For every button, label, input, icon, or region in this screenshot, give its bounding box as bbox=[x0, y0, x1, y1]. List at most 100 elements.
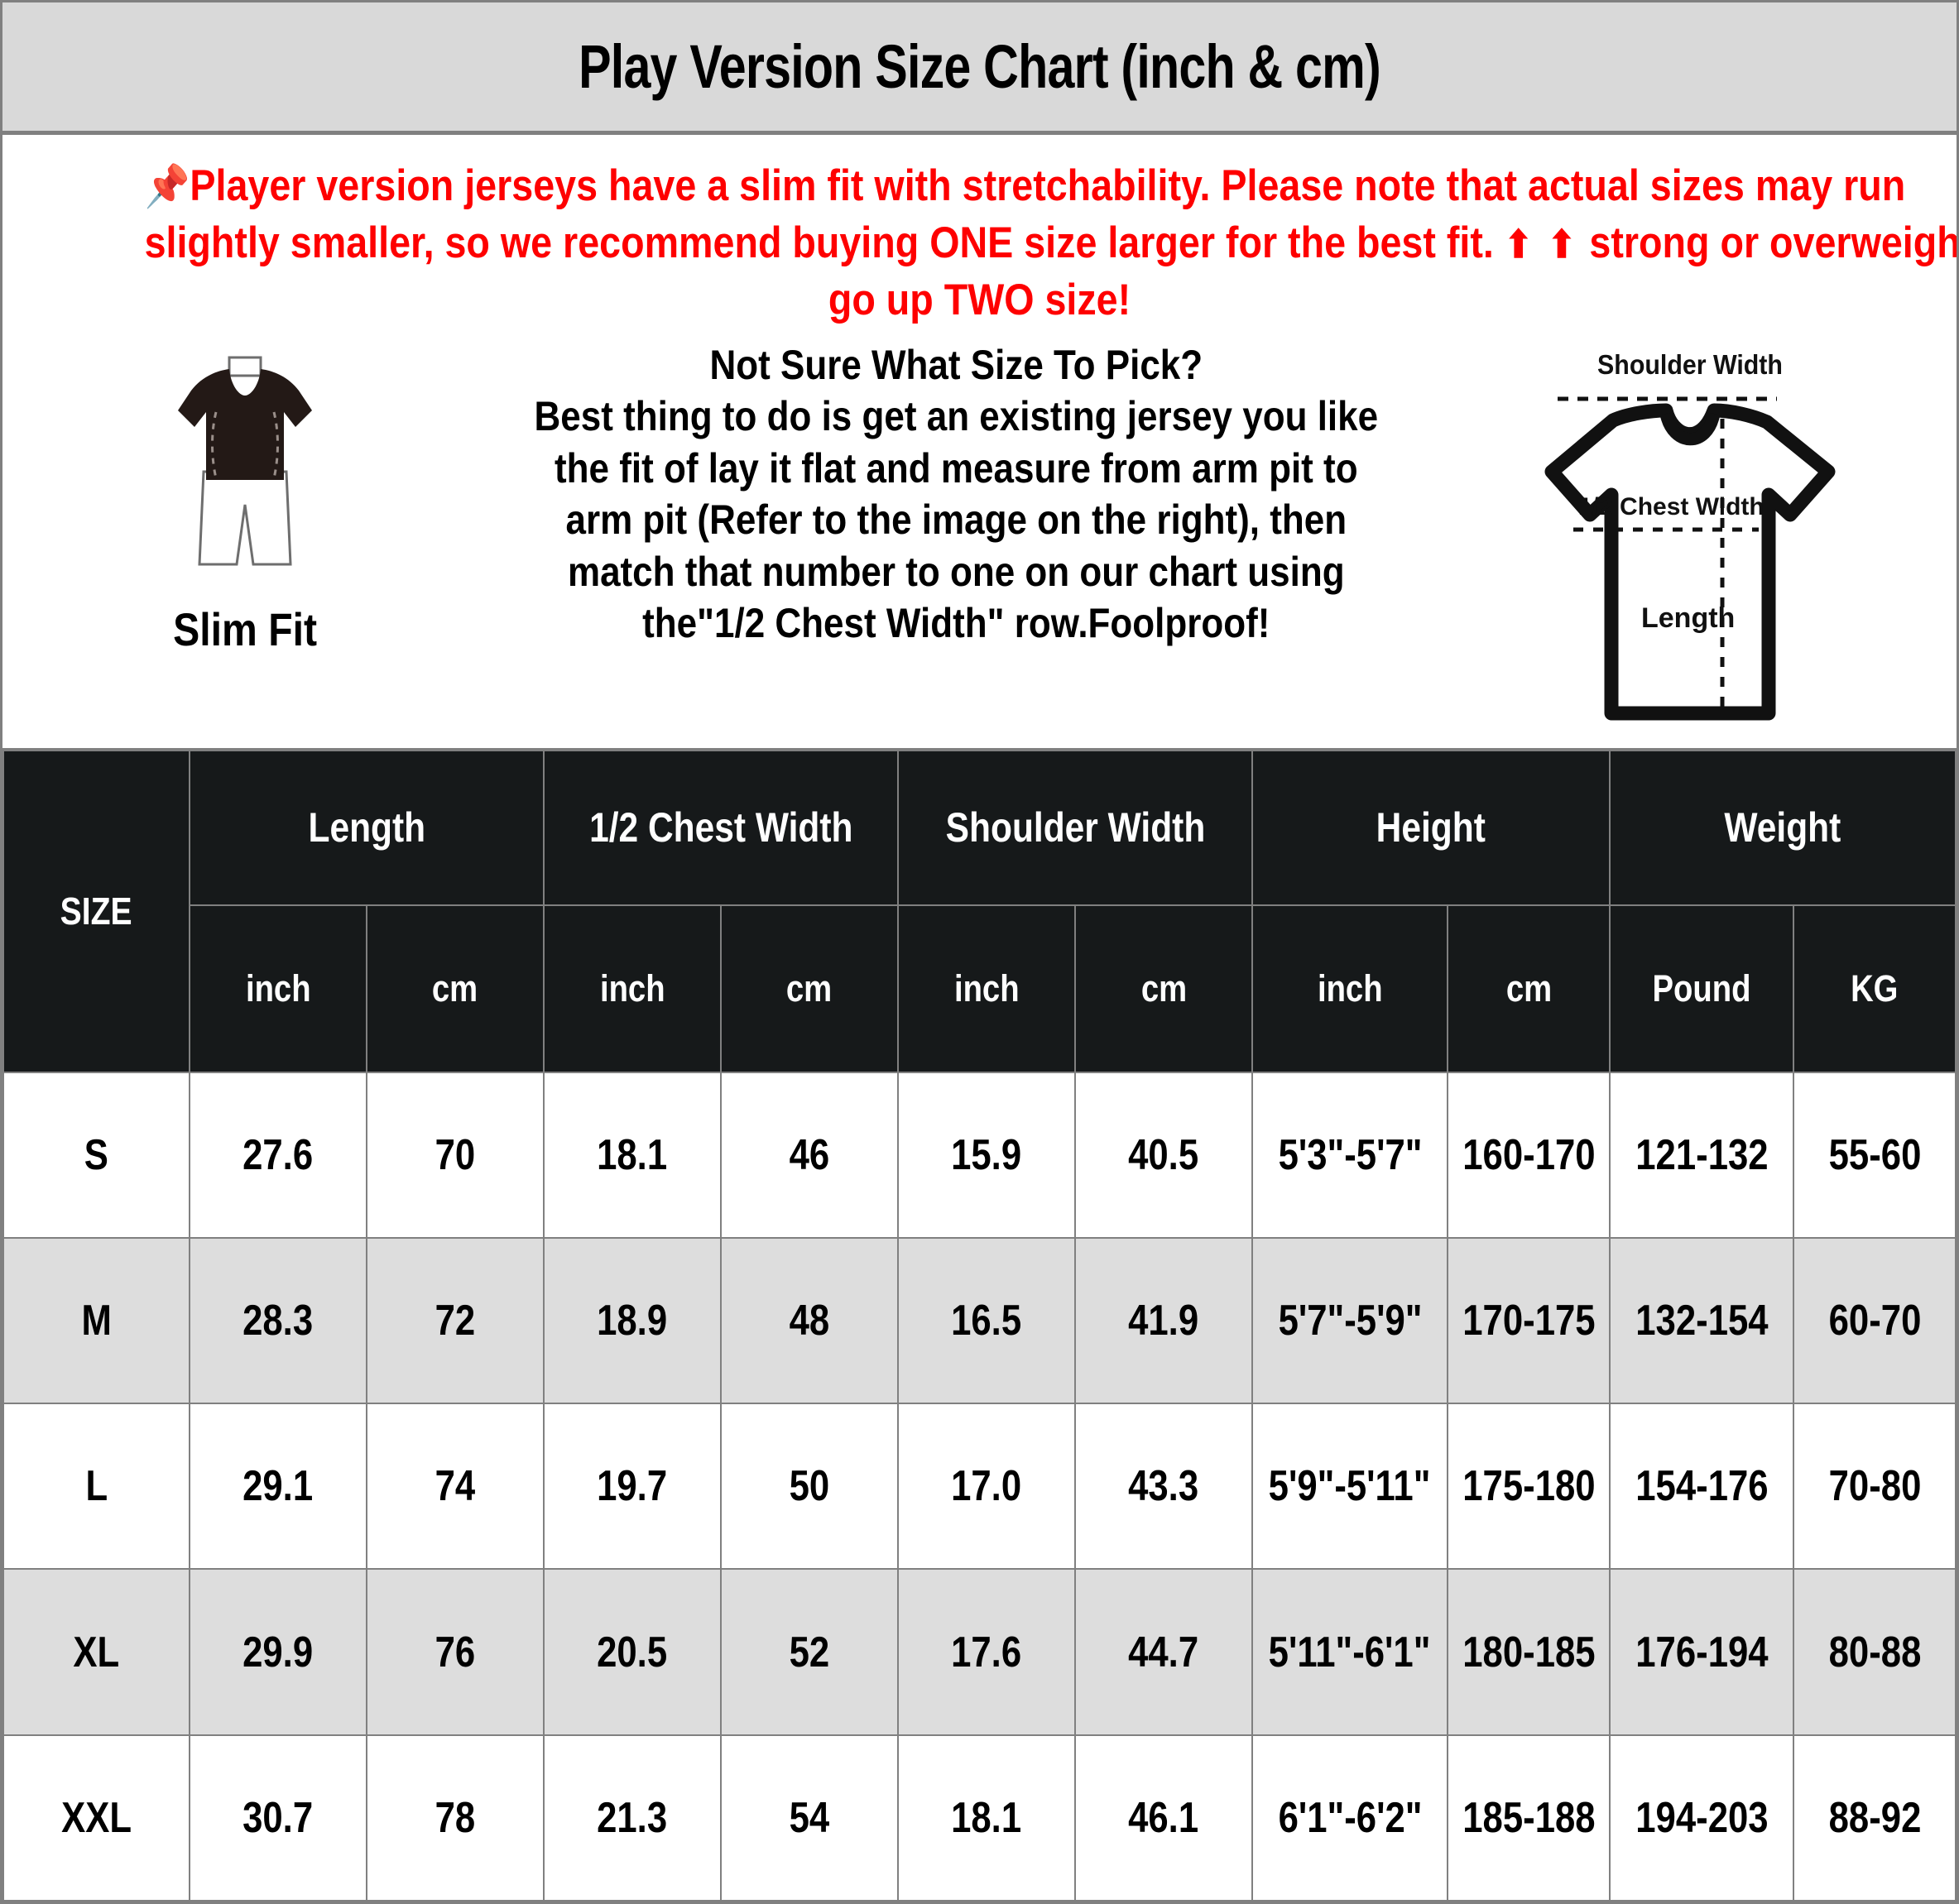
cell-shoulder-cm: 46.1 bbox=[1074, 1734, 1254, 1902]
cell-size: S bbox=[2, 1071, 190, 1239]
notice-line-2: slightly smaller, so we recommend buying… bbox=[144, 215, 1957, 272]
header-unit-shoulder-inch: inch bbox=[897, 904, 1077, 1073]
cell-chest-inch: 21.3 bbox=[543, 1734, 723, 1902]
notice-line-1: 📌Player version jerseys have a slim fit … bbox=[144, 158, 1906, 215]
cell-weight-pound: 121-132 bbox=[1609, 1071, 1795, 1239]
helper-line-4: match that number to one on our chart us… bbox=[567, 548, 1345, 595]
cell-chest-cm: 48 bbox=[720, 1236, 900, 1405]
slim-fit-panel: Slim Fit bbox=[24, 339, 467, 656]
cell-shoulder-inch: 15.9 bbox=[897, 1071, 1077, 1239]
notice-line-1-text: Player version jerseys have a slim fit w… bbox=[190, 161, 1906, 210]
cell-height-cm: 160-170 bbox=[1447, 1071, 1611, 1239]
cell-shoulder-cm: 44.7 bbox=[1074, 1568, 1254, 1736]
cell-height-inch: 5'3"-5'7" bbox=[1251, 1071, 1449, 1239]
cell-height-inch: 5'7"-5'9" bbox=[1251, 1236, 1449, 1405]
cell-size: M bbox=[2, 1236, 190, 1405]
cell-weight-pound: 154-176 bbox=[1609, 1403, 1795, 1571]
cell-length-cm: 70 bbox=[365, 1071, 545, 1239]
header-unit-row: inch cm inch cm inch cm inch cm Pound KG bbox=[3, 904, 1957, 1073]
header-group-row: SIZE Length 1/2 Chest Width Shoulder Wid… bbox=[2, 748, 1957, 1073]
header-unit-length-inch: inch bbox=[189, 904, 367, 1073]
cell-height-cm: 170-175 bbox=[1447, 1236, 1611, 1405]
table-row: XXL 30.7 78 21.3 54 18.1 46.1 6'1"-6'2" … bbox=[2, 1734, 1957, 1902]
cell-shoulder-cm: 41.9 bbox=[1074, 1236, 1254, 1405]
cell-weight-pound: 176-194 bbox=[1609, 1568, 1795, 1736]
slim-fit-label: Slim Fit bbox=[173, 602, 318, 655]
header-unit-chest-inch: inch bbox=[543, 904, 723, 1073]
shoulder-width-label-text: Shoulder Width bbox=[1597, 348, 1783, 379]
header-group-shoulder-width: Shoulder Width bbox=[897, 748, 1254, 906]
cell-height-inch: 6'1"-6'2" bbox=[1251, 1734, 1449, 1902]
helper-line-2: the fit of lay it flat and measure from … bbox=[554, 444, 1358, 492]
cell-weight-pound: 132-154 bbox=[1609, 1236, 1795, 1405]
cell-weight-kg: 80-88 bbox=[1793, 1568, 1957, 1736]
title-bar: Play Version Size Chart (inch & cm) bbox=[2, 2, 1957, 135]
fit-notice: 📌Player version jerseys have a slim fit … bbox=[2, 135, 1957, 334]
cell-chest-cm: 50 bbox=[720, 1403, 900, 1571]
cell-weight-kg: 55-60 bbox=[1793, 1071, 1957, 1239]
cell-weight-kg: 88-92 bbox=[1793, 1734, 1957, 1902]
cell-length-inch: 29.9 bbox=[189, 1568, 367, 1736]
cell-weight-kg: 70-80 bbox=[1793, 1403, 1957, 1571]
header-group-weight: Weight bbox=[1609, 748, 1957, 906]
cell-size: XL bbox=[2, 1568, 190, 1736]
cell-length-inch: 30.7 bbox=[189, 1734, 367, 1902]
cell-chest-inch: 20.5 bbox=[543, 1568, 723, 1736]
header-unit-length-cm: cm bbox=[365, 904, 545, 1073]
cell-shoulder-cm: 43.3 bbox=[1074, 1403, 1254, 1571]
cell-length-inch: 29.1 bbox=[189, 1403, 367, 1571]
helper-text-panel: Not Sure What Size To Pick? Best thing t… bbox=[467, 339, 1446, 650]
chest-width-label-text: 1/2 Chest Width bbox=[1578, 493, 1765, 520]
tee-diagram-panel: Shoulder Width 1/2 Chest Width Length bbox=[1445, 339, 1935, 745]
cell-length-cm: 72 bbox=[365, 1236, 545, 1405]
cell-shoulder-inch: 17.6 bbox=[897, 1568, 1077, 1736]
cell-height-cm: 175-180 bbox=[1447, 1403, 1611, 1571]
header-unit-weight-kg: KG bbox=[1793, 904, 1957, 1073]
cell-length-inch: 27.6 bbox=[189, 1071, 367, 1239]
cell-shoulder-inch: 18.1 bbox=[897, 1734, 1077, 1902]
cell-chest-inch: 19.7 bbox=[543, 1403, 723, 1571]
size-table-body: S 27.6 70 18.1 46 15.9 40.5 5'3"-5'7" 16… bbox=[2, 1071, 1957, 1902]
cell-weight-pound: 194-203 bbox=[1609, 1734, 1795, 1902]
header-unit-height-inch: inch bbox=[1251, 904, 1449, 1073]
cell-height-cm: 185-188 bbox=[1447, 1734, 1611, 1902]
header-group-length: Length bbox=[188, 748, 545, 906]
helper-line-3: arm pit (Refer to the image on the right… bbox=[565, 496, 1347, 544]
pushpin-icon: 📌 bbox=[144, 163, 190, 209]
size-table-wrapper: SIZE Length 1/2 Chest Width Shoulder Wid… bbox=[2, 747, 1957, 1902]
header-unit-chest-cm: cm bbox=[720, 904, 900, 1073]
header-unit-shoulder-cm: cm bbox=[1074, 904, 1254, 1073]
cell-length-cm: 76 bbox=[365, 1568, 545, 1736]
header-size: SIZE bbox=[2, 748, 190, 1073]
cell-weight-kg: 60-70 bbox=[1793, 1236, 1957, 1405]
cell-shoulder-cm: 40.5 bbox=[1074, 1071, 1254, 1239]
tshirt-measurement-diagram-icon: Shoulder Width 1/2 Chest Width Length bbox=[1496, 339, 1885, 745]
header-group-chest-width: 1/2 Chest Width bbox=[543, 748, 900, 906]
slim-fit-outfit-icon bbox=[158, 348, 332, 588]
cell-size: L bbox=[2, 1403, 190, 1571]
up-arrow-icon: ⬆ ⬆ bbox=[1504, 222, 1579, 266]
cell-chest-cm: 52 bbox=[720, 1568, 900, 1736]
cell-chest-cm: 46 bbox=[720, 1071, 900, 1239]
table-row: M 28.3 72 18.9 48 16.5 41.9 5'7"-5'9" 17… bbox=[2, 1236, 1957, 1405]
cell-height-cm: 180-185 bbox=[1447, 1568, 1611, 1736]
notice-line-2b-text: strong or overweight, bbox=[1589, 218, 1959, 267]
page-title: Play Version Size Chart (inch & cm) bbox=[579, 32, 1381, 101]
notice-line-3: go up TWO size! bbox=[145, 272, 1815, 329]
notice-line-2a-text: slightly smaller, so we recommend buying… bbox=[144, 218, 1494, 267]
notice-line-3-text: go up TWO size! bbox=[828, 275, 1131, 324]
cell-height-inch: 5'9"-5'11" bbox=[1251, 1403, 1449, 1571]
size-table: SIZE Length 1/2 Chest Width Shoulder Wid… bbox=[2, 747, 1957, 1902]
cell-size: XXL bbox=[2, 1734, 190, 1902]
info-panels: Slim Fit Not Sure What Size To Pick? Bes… bbox=[2, 334, 1957, 748]
header-unit-height-cm: cm bbox=[1447, 904, 1611, 1073]
header-group-height: Height bbox=[1251, 748, 1611, 906]
cell-shoulder-inch: 16.5 bbox=[897, 1236, 1077, 1405]
table-row: XL 29.9 76 20.5 52 17.6 44.7 5'11"-6'1" … bbox=[2, 1568, 1957, 1736]
cell-chest-inch: 18.9 bbox=[543, 1236, 723, 1405]
cell-height-inch: 5'11"-6'1" bbox=[1251, 1568, 1449, 1736]
length-label-text: Length bbox=[1641, 602, 1735, 634]
table-row: S 27.6 70 18.1 46 15.9 40.5 5'3"-5'7" 16… bbox=[2, 1071, 1957, 1239]
header-unit-weight-pound: Pound bbox=[1609, 904, 1795, 1073]
